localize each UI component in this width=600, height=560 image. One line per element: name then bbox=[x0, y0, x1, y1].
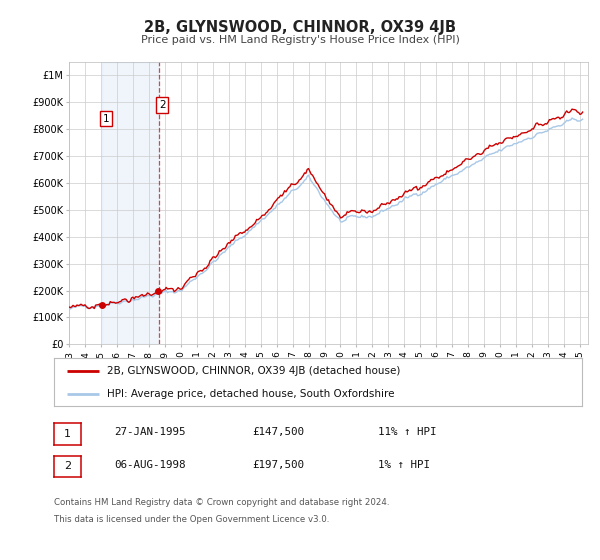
Text: 2: 2 bbox=[64, 461, 71, 472]
Text: Price paid vs. HM Land Registry's House Price Index (HPI): Price paid vs. HM Land Registry's House … bbox=[140, 35, 460, 45]
Text: 1: 1 bbox=[103, 114, 110, 124]
Text: 2B, GLYNSWOOD, CHINNOR, OX39 4JB (detached house): 2B, GLYNSWOOD, CHINNOR, OX39 4JB (detach… bbox=[107, 366, 400, 376]
Bar bbox=[69, 62, 102, 344]
Text: 2B, GLYNSWOOD, CHINNOR, OX39 4JB: 2B, GLYNSWOOD, CHINNOR, OX39 4JB bbox=[144, 20, 456, 35]
Text: 1: 1 bbox=[64, 429, 71, 439]
Bar bbox=[102, 62, 159, 344]
Text: 27-JAN-1995: 27-JAN-1995 bbox=[114, 427, 185, 437]
Text: 1% ↑ HPI: 1% ↑ HPI bbox=[378, 460, 430, 470]
Text: Contains HM Land Registry data © Crown copyright and database right 2024.: Contains HM Land Registry data © Crown c… bbox=[54, 498, 389, 507]
Text: 2: 2 bbox=[159, 100, 166, 110]
Text: HPI: Average price, detached house, South Oxfordshire: HPI: Average price, detached house, Sout… bbox=[107, 389, 394, 399]
Text: £197,500: £197,500 bbox=[252, 460, 304, 470]
Text: 11% ↑ HPI: 11% ↑ HPI bbox=[378, 427, 437, 437]
Text: This data is licensed under the Open Government Licence v3.0.: This data is licensed under the Open Gov… bbox=[54, 515, 329, 524]
Text: £147,500: £147,500 bbox=[252, 427, 304, 437]
Text: 06-AUG-1998: 06-AUG-1998 bbox=[114, 460, 185, 470]
Bar bbox=[69, 62, 102, 344]
